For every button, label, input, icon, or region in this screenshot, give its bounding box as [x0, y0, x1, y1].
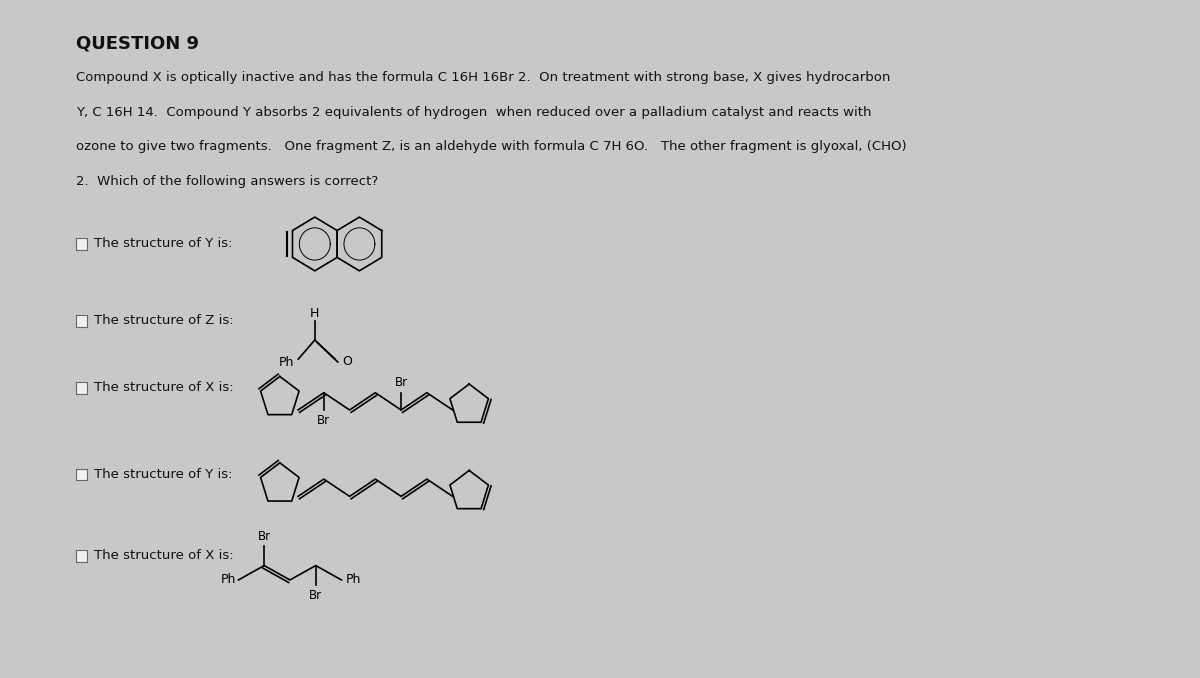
Text: Br: Br — [317, 414, 330, 427]
Text: The structure of Y is:: The structure of Y is: — [94, 468, 233, 481]
Bar — [76, 551, 86, 561]
Text: H: H — [310, 306, 319, 319]
Text: Br: Br — [310, 589, 323, 601]
Text: Ph: Ph — [221, 574, 236, 586]
Text: Br: Br — [395, 376, 408, 389]
Text: Ph: Ph — [346, 574, 361, 586]
Text: Br: Br — [258, 530, 271, 542]
Bar — [76, 238, 86, 250]
Text: The structure of X is:: The structure of X is: — [94, 382, 234, 395]
Text: 2.  Which of the following answers is correct?: 2. Which of the following answers is cor… — [76, 175, 378, 188]
Bar — [76, 468, 86, 480]
Text: The structure of Y is:: The structure of Y is: — [94, 237, 233, 250]
Text: The structure of Z is:: The structure of Z is: — [94, 315, 234, 327]
Text: Ph: Ph — [280, 355, 294, 369]
Bar — [76, 315, 86, 327]
Text: QUESTION 9: QUESTION 9 — [76, 35, 199, 53]
Bar — [76, 382, 86, 394]
Text: O: O — [342, 355, 353, 367]
Text: Compound X is optically inactive and has the formula C 16H 16Br 2.  On treatment: Compound X is optically inactive and has… — [76, 71, 890, 84]
Text: ozone to give two fragments.   One fragment Z, is an aldehyde with formula C 7H : ozone to give two fragments. One fragmen… — [76, 140, 906, 153]
Text: The structure of X is:: The structure of X is: — [94, 549, 234, 563]
Text: Y, C 16H 14.  Compound Y absorbs 2 equivalents of hydrogen  when reduced over a : Y, C 16H 14. Compound Y absorbs 2 equiva… — [76, 106, 871, 119]
